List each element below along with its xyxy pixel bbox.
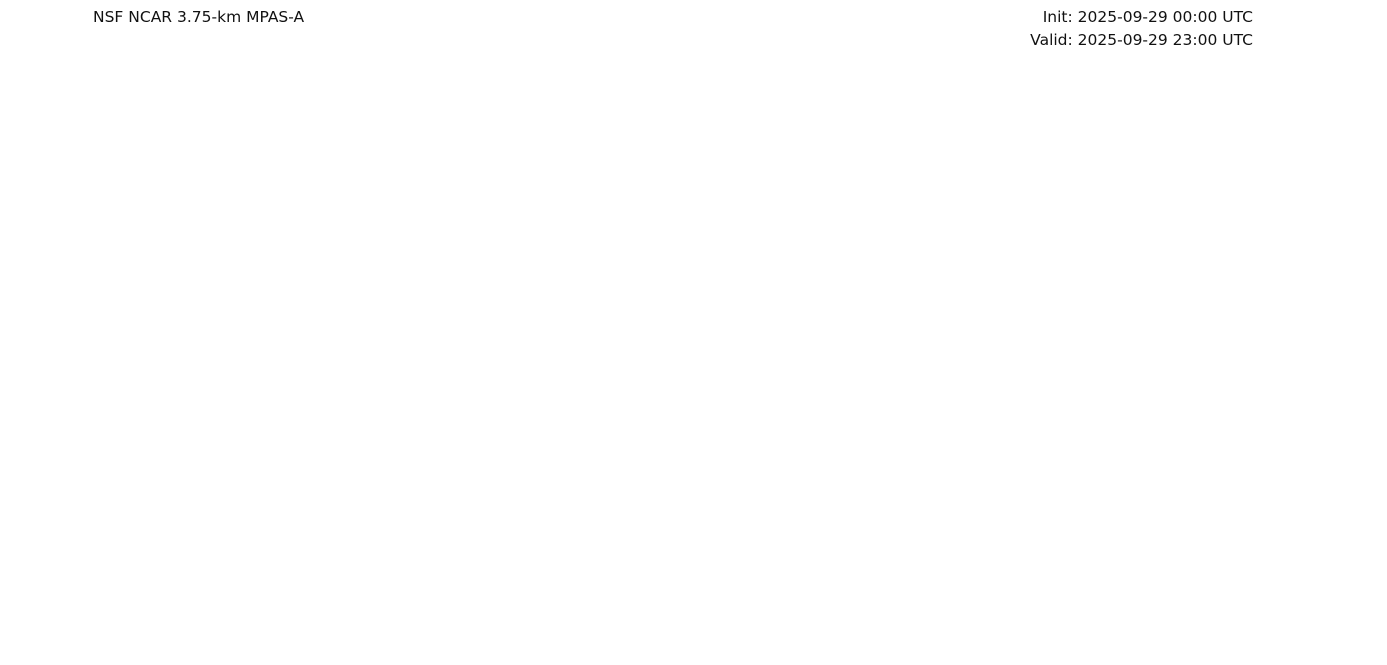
time-block: Init: 2025-09-29 00:00 UTC Valid: 2025-0…: [1030, 6, 1253, 52]
valid-time: Valid: 2025-09-29 23:00 UTC: [1030, 31, 1253, 49]
model-title: NSF NCAR 3.75-km MPAS-A: [93, 8, 305, 26]
wind-barbs-canvas: [88, 66, 1258, 625]
title-block: NSF NCAR 3.75-km MPAS-A: [93, 6, 304, 29]
init-time: Init: 2025-09-29 00:00 UTC: [1042, 8, 1253, 26]
colorbar: [1262, 88, 1352, 618]
